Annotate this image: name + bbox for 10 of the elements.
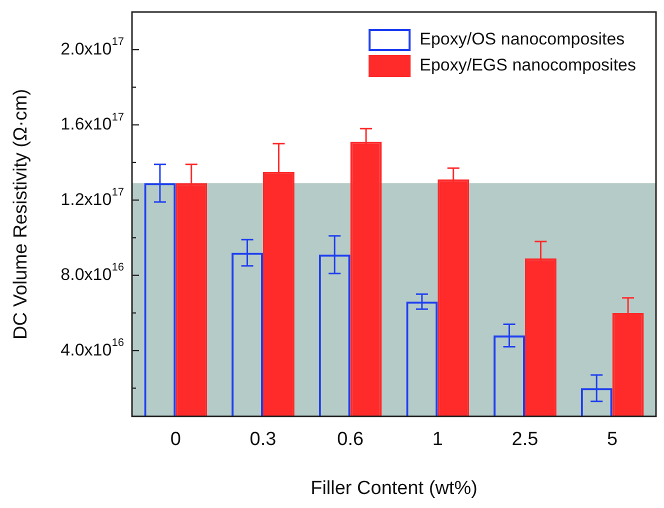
x-tick-label: 2.5 [512, 429, 538, 450]
x-tick-label: 1 [432, 429, 443, 450]
x-tick-label: 0.6 [337, 429, 364, 450]
x-axis-title: Filler Content (wt%) [310, 478, 478, 499]
y-axis-title: DC Volume Resistivity (Ω·cm) [10, 88, 32, 340]
x-tick-label: 0.3 [250, 429, 276, 450]
legend-label: Epoxy/OS nanocomposites [420, 30, 625, 49]
legend-label: Epoxy/EGS nanocomposites [420, 56, 636, 75]
x-tick-label: 5 [607, 429, 618, 450]
x-tick-label: 0 [170, 429, 181, 450]
